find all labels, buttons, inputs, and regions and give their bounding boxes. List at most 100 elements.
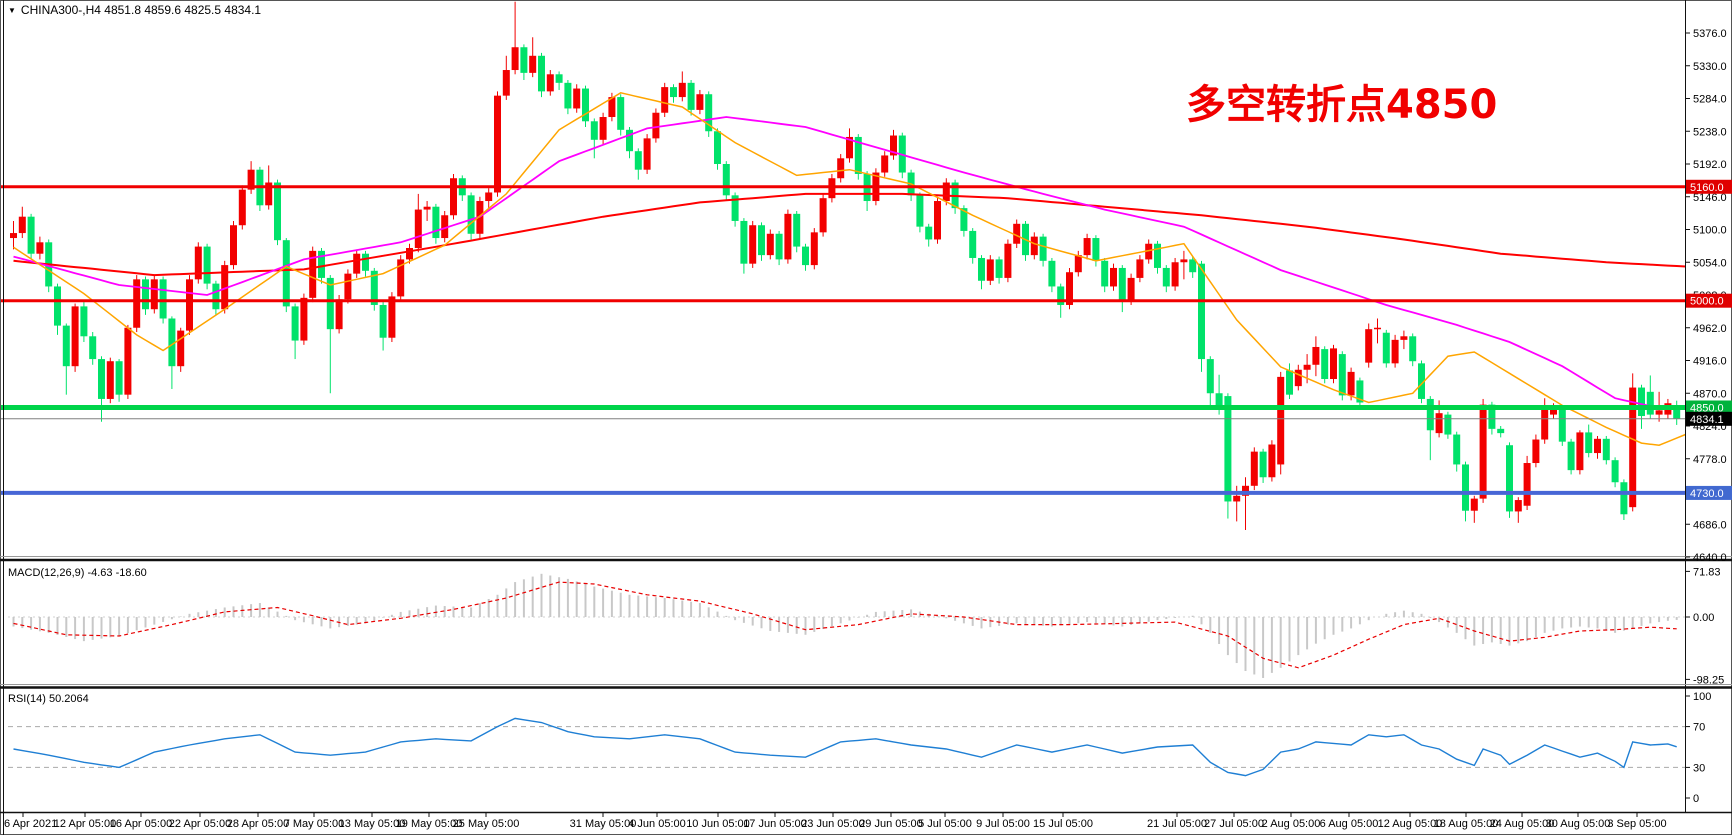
price-tick-label: 4686.0 (1693, 519, 1727, 531)
time-tick-label: 12 Aug 05:00 (1378, 818, 1443, 830)
candle-bear (1338, 354, 1346, 396)
candle-bear (159, 279, 167, 319)
candle-bear (1224, 396, 1232, 502)
candle-bear (854, 136, 862, 174)
candle-bull (652, 112, 660, 139)
price-badge-label: 5000.0 (1690, 296, 1724, 308)
candle-bull (846, 136, 853, 159)
candle-bull (643, 138, 651, 170)
candle-bear (1382, 332, 1390, 364)
candle-bull (678, 82, 686, 98)
candle-bull (36, 242, 44, 254)
chart-title-bar: ▼ CHINA300-,H4 4851.8 4859.6 4825.5 4834.… (6, 3, 261, 17)
candle-bull (414, 209, 422, 249)
candle-bull (10, 233, 17, 239)
price-tick-label: 5284.0 (1693, 94, 1727, 106)
candle-bull (890, 135, 897, 156)
candle-bull (1004, 243, 1012, 278)
candle-bear (1620, 482, 1628, 515)
candle-bull (1013, 223, 1021, 244)
time-tick-label: 18 Aug 05:00 (1434, 818, 1499, 830)
candle-bull (1435, 413, 1443, 434)
candle-bull (423, 206, 431, 210)
candle-bear (564, 82, 572, 109)
candle-bear (1585, 432, 1593, 454)
candle-bull (573, 88, 581, 109)
candle-bull (1400, 336, 1408, 340)
candle-bear (1453, 434, 1461, 465)
candle-bull (133, 279, 141, 328)
macd-panel[interactable] (8, 573, 1685, 678)
candle-bear (1259, 451, 1267, 478)
candle-bull (1365, 329, 1373, 363)
time-tick-label: 17 Jun 05:00 (743, 818, 807, 830)
candle-bull (1074, 255, 1082, 273)
rsi-panel[interactable] (8, 717, 1685, 777)
price-tick-label: 5054.0 (1693, 257, 1727, 269)
price-badge (1686, 411, 1732, 426)
candle-bull (194, 246, 202, 280)
candle-bull (784, 213, 792, 260)
candle-bear (326, 277, 334, 330)
candle-bull (1391, 339, 1399, 364)
candle-bear (282, 240, 290, 307)
time-tick-label: 27 Jul 05:00 (1204, 818, 1264, 830)
candle-bear (960, 208, 968, 231)
candle-bull (502, 70, 510, 96)
candle-bull (1294, 369, 1302, 387)
candle-bull (1268, 444, 1276, 478)
candle-bear (1356, 380, 1364, 403)
ma-slow-red (13, 192, 1686, 277)
candle-bear (274, 182, 281, 241)
candle-bear (626, 129, 633, 152)
candle-bear (467, 195, 475, 234)
rsi-scale-label: 30 (1693, 762, 1705, 774)
price-tick-label: 4640.0 (1693, 552, 1727, 564)
candle-bull (1242, 485, 1249, 496)
candle-bull (1330, 348, 1337, 380)
candle-bear (1286, 370, 1293, 395)
candle-bear (212, 283, 220, 310)
candle-bear (670, 87, 677, 98)
candle-bear (916, 195, 924, 227)
candle-bull (18, 216, 26, 234)
candle-bull (1470, 498, 1478, 511)
time-tick-label: 15 Jul 05:00 (1033, 818, 1093, 830)
rsi-line (13, 717, 1677, 777)
price-axis[interactable]: 5376.0 5330.0 5284.0 5238.0 5192.0 5146.0 5100… (1685, 28, 1732, 805)
symbol-dropdown-icon[interactable]: ▼ (8, 6, 16, 15)
candle-bear (370, 270, 378, 305)
rsi-indicator-label: RSI(14) 50.2064 (8, 693, 89, 705)
candle-bear (1558, 408, 1566, 442)
candle-bear (318, 250, 325, 278)
candle-bull (124, 327, 132, 395)
time-tick-label: 2 Aug 05:00 (1262, 818, 1321, 830)
time-tick-label: 10 Jun 05:00 (686, 818, 750, 830)
rsi-scale-label: 100 (1693, 691, 1711, 703)
macd-signal-line (13, 581, 1677, 669)
candle-bear (714, 131, 721, 164)
candle-bull (1127, 277, 1135, 301)
candle-bear (1567, 441, 1575, 471)
time-tick-label: 7 May 05:00 (284, 818, 345, 830)
main-price-panel[interactable] (0, 1, 1686, 530)
candle-bull (406, 248, 413, 260)
candle-bull (309, 250, 317, 298)
candle-bull (450, 178, 457, 216)
candle-bear (1048, 260, 1056, 287)
candle-bear (722, 164, 730, 196)
candle-bull (1594, 438, 1601, 454)
candle-bear (1646, 391, 1654, 415)
candle-bear (1462, 464, 1469, 511)
candle-bull (1110, 267, 1117, 287)
candle-bull (837, 158, 845, 179)
candle-bull (749, 225, 757, 264)
macd-indicator-label: MACD(12,26,9) -4.63 -18.60 (8, 567, 147, 579)
time-tick-label: 30 Aug 05:00 (1546, 818, 1611, 830)
time-tick-label: 16 Apr 05:00 (110, 818, 172, 830)
candle-bull (300, 297, 308, 341)
chart-title: CHINA300-,H4 4851.8 4859.6 4825.5 4834.1 (20, 3, 262, 17)
